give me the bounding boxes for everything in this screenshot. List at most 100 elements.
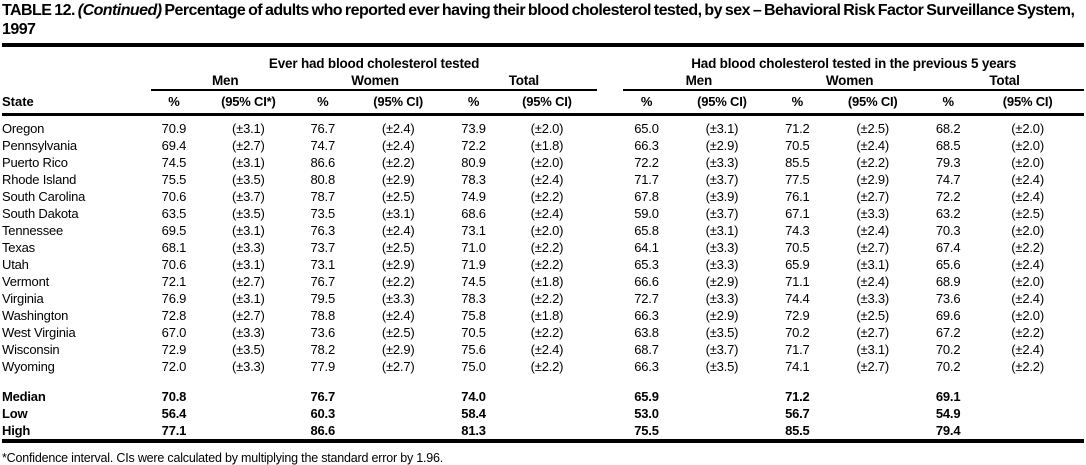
top-rule: [2, 43, 1084, 47]
percent-cell: 54.9: [935, 406, 961, 421]
group-header-row: Ever had blood cholesterol tested Had bl…: [2, 52, 1084, 72]
percent-cell: 65.0: [634, 121, 659, 136]
percent-cell: 71.7: [785, 342, 810, 357]
state-cell: Utah: [2, 257, 29, 272]
percent-cell: 67.8: [634, 189, 659, 204]
ci-cell: (±2.7): [232, 308, 265, 323]
percent-cell: 74.0: [461, 389, 486, 404]
ci-cell: (±2.4): [381, 121, 415, 136]
subheader-men-ever: Men: [150, 72, 300, 91]
column-spacer: [597, 115, 623, 138]
summary-label-cell: Low: [2, 406, 28, 421]
percent-cell: 73.7: [310, 240, 335, 255]
column-spacer: [597, 90, 624, 116]
table-row: Tennessee 69.5 (±3.1) 76.3 (±2.4) 73.1 (±2.0) 6…: [2, 222, 1084, 239]
column-spacer: [597, 171, 623, 188]
ci-cell: (±2.9): [705, 138, 739, 153]
ci-cell: (±3.1): [232, 291, 265, 306]
percent-cell: 58.4: [461, 406, 486, 421]
percent-cell: 70.2: [785, 325, 810, 340]
column-spacer: [597, 307, 623, 324]
column-spacer: [597, 205, 623, 222]
percent-header: %: [774, 90, 821, 116]
ci-cell: [197, 422, 300, 441]
state-cell: South Dakota: [2, 206, 79, 221]
ci-cell: (±2.2): [530, 359, 564, 374]
state-cell: South Carolina: [2, 189, 86, 204]
column-spacer: [597, 273, 623, 290]
ci-cell: (±2.9): [705, 274, 739, 289]
percent-cell: 72.2: [634, 155, 659, 170]
percent-cell: 72.7: [634, 291, 659, 306]
percent-cell: 79.4: [935, 423, 961, 438]
summary-label-cell: High: [2, 423, 31, 438]
ci-cell: (±2.0): [530, 121, 564, 136]
ci-cell: [197, 405, 300, 422]
percent-cell: 74.9: [461, 189, 486, 204]
ci-cell: [346, 375, 451, 405]
percent-cell: 76.9: [161, 291, 187, 306]
percent-header: %: [925, 90, 972, 116]
ci-cell: (±3.7): [232, 189, 265, 204]
percent-cell: 78.7: [310, 189, 335, 204]
percent-cell: 85.5: [785, 155, 810, 170]
subheader-men-5years: Men: [623, 72, 775, 91]
state-cell: Puerto Rico: [2, 155, 68, 170]
ci-cell: (±3.3): [232, 240, 265, 255]
ci-cell: (±2.5): [1011, 206, 1044, 221]
percent-cell: 73.1: [461, 223, 486, 238]
percent-cell: 63.2: [935, 206, 961, 221]
percent-cell: 72.2: [461, 138, 486, 153]
ci-cell: (±2.7): [381, 359, 415, 374]
ci-cell: (±2.2): [530, 325, 564, 340]
ci-cell: (±2.0): [1011, 223, 1044, 238]
ci-cell: [497, 405, 598, 422]
column-spacer: [597, 222, 623, 239]
column-spacer: [597, 239, 623, 256]
percent-cell: 66.3: [634, 138, 659, 153]
ci-cell: (±2.4): [381, 223, 415, 238]
group-header-ever-tested: Ever had blood cholesterol tested: [268, 56, 480, 71]
ci-cell: (±2.0): [1011, 274, 1044, 289]
ci-cell: [346, 422, 451, 441]
percent-cell: 70.5: [461, 325, 486, 340]
summary-label-cell: Median: [2, 389, 46, 404]
percent-cell: 70.2: [935, 359, 961, 374]
ci-cell: (±2.9): [381, 342, 415, 357]
subheader-women-ever: Women: [299, 72, 451, 91]
percent-cell: 72.8: [161, 308, 187, 323]
ci-cell: (±2.4): [530, 342, 564, 357]
ci-cell: (±2.2): [381, 155, 415, 170]
percent-cell: 71.7: [634, 172, 659, 187]
percent-cell: 80.8: [310, 172, 335, 187]
ci-cell: (±2.7): [856, 240, 890, 255]
state-cell: West Virginia: [2, 325, 76, 340]
group-header-previous-5-years: Had blood cholesterol tested in the prev…: [691, 56, 1017, 71]
ci-cell: (±3.3): [232, 359, 265, 374]
ci-cell: (±3.1): [381, 206, 415, 221]
table-row: West Virginia 67.0 (±3.3) 73.6 (±2.5) 70.5 (±2…: [2, 324, 1084, 341]
column-spacer: [597, 341, 623, 358]
percent-cell: 79.3: [935, 155, 961, 170]
percent-cell: 77.5: [785, 172, 810, 187]
cholesterol-table: Ever had blood cholesterol tested Had bl…: [2, 52, 1084, 443]
ci-cell: (±3.3): [856, 291, 890, 306]
ci-cell: (±3.9): [705, 189, 739, 204]
percent-cell: 67.1: [785, 206, 810, 221]
percent-cell: 78.8: [310, 308, 335, 323]
ci-cell: (±3.5): [705, 325, 739, 340]
ci-cell: (±1.8): [530, 138, 564, 153]
state-cell: Texas: [2, 240, 35, 255]
percent-cell: 75.5: [161, 172, 187, 187]
ci-cell: (±2.2): [1011, 359, 1044, 374]
ci-cell: (±2.9): [381, 172, 415, 187]
percent-cell: 72.2: [935, 189, 961, 204]
ci-cell: (±2.5): [856, 308, 890, 323]
table-row: Utah 70.6 (±3.1) 73.1 (±2.9) 71.9 (±2.2) 65.3 (±…: [2, 256, 1084, 273]
ci-cell: (±2.7): [856, 189, 890, 204]
ci-cell: (±3.3): [856, 206, 890, 221]
ci-cell: (±2.0): [1011, 308, 1044, 323]
percent-cell: 68.9: [935, 274, 961, 289]
percent-cell: 78.3: [461, 291, 486, 306]
percent-cell: 79.5: [310, 291, 335, 306]
